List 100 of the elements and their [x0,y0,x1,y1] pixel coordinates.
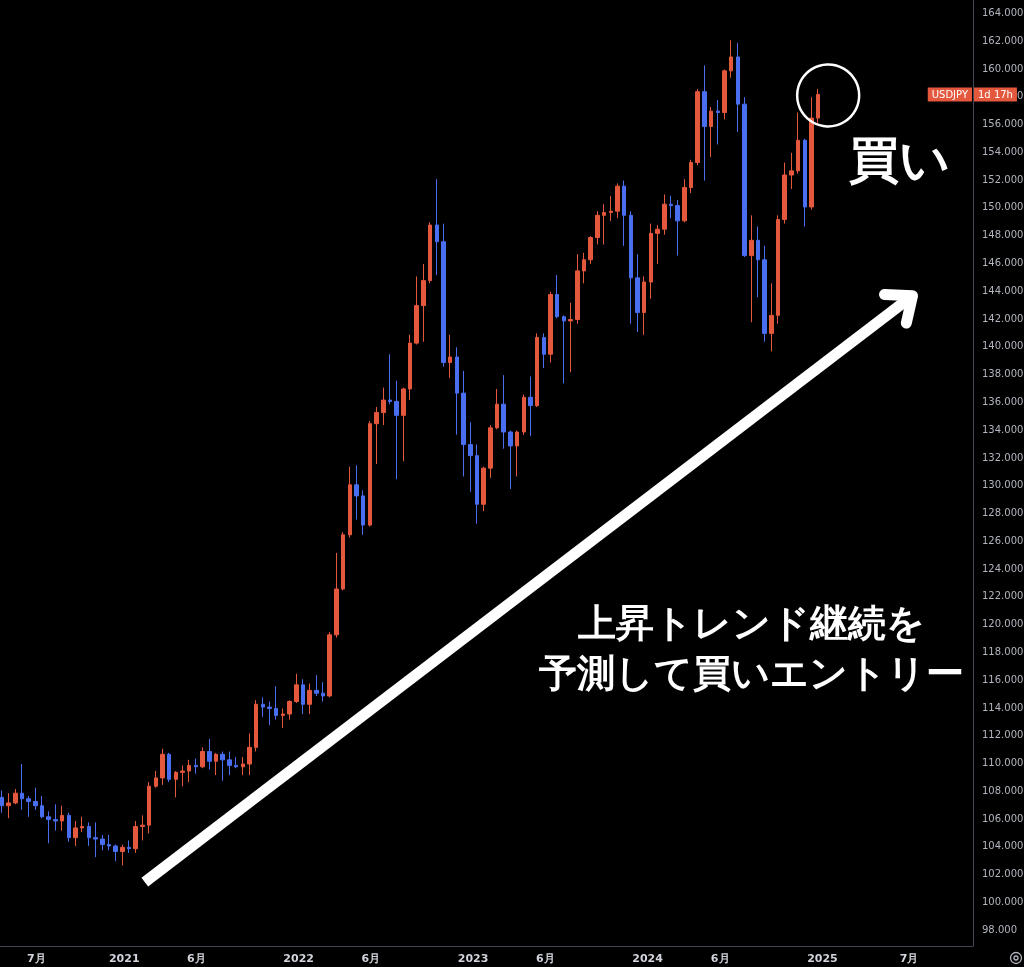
y-tick-label: 110.000 [982,757,1024,769]
y-tick-label: 120.000 [982,618,1024,630]
candlestick [649,223,653,300]
candlestick [214,752,218,776]
candlestick [154,770,158,789]
candlestick [167,752,171,783]
candlestick [46,810,51,844]
candlestick [716,99,720,145]
candlestick [782,162,787,225]
candlestick [468,421,473,493]
candlestick [515,430,519,477]
x-tick-label: 2025 [807,952,838,965]
candlestick [107,834,111,851]
candlestick [582,252,586,284]
y-tick-label: 130.000 [982,479,1024,491]
annotation: 上昇トレンド継続を [577,601,925,645]
candlestick [33,787,38,811]
candlestick [207,738,212,771]
candlestick [247,732,252,776]
x-tick-label: 7月 [899,952,919,965]
candlestick [655,224,660,265]
candlestick [220,751,225,782]
candlestick [682,178,687,223]
candlestick [60,805,64,832]
candlestick [281,707,285,729]
candlestick [803,138,807,227]
candlestick [481,466,486,512]
y-tick-label: 144.000 [982,284,1024,296]
candlestick [6,792,11,819]
candlestick [709,106,713,158]
candlestick [575,253,580,325]
y-tick-label: 150.000 [982,201,1024,213]
candlestick [301,678,305,715]
candlestick [187,759,191,783]
candlestick [629,210,633,325]
candlestick [461,370,466,477]
candlestick [448,334,452,379]
candlestick [528,375,533,437]
candlestick [736,42,740,133]
candlestick [662,193,667,236]
candlestick [180,764,185,787]
candlestick [87,821,91,847]
candlestick [374,406,379,465]
candlestick [100,834,105,851]
candlestick [294,673,299,704]
y-tick-label: 160.000 [982,62,1024,74]
candlestick [414,275,419,346]
x-tick-label: 7月 [26,952,46,965]
candlestick [615,182,620,219]
y-tick-label: 154.000 [982,145,1024,157]
y-tick-label: 156.000 [982,118,1024,130]
candlestick [234,756,238,769]
x-tick-label: 6月 [710,952,730,965]
candlestick [756,225,760,298]
candlestick [0,789,4,814]
candlestick [689,159,693,194]
y-tick-label: 138.000 [982,368,1024,380]
candlestick [200,746,205,769]
y-tick-label: 164.000 [982,7,1024,18]
candlestick [729,39,733,79]
candlestick [809,96,814,211]
candlestick [702,64,707,182]
candlestick [80,816,84,833]
candlestick [548,291,553,364]
candlestick [635,253,640,333]
y-tick-label: 122.000 [982,590,1024,602]
candlestick [73,820,78,847]
candlestick [40,795,44,819]
candlestick [287,699,292,721]
candlestick [261,696,265,718]
candlestick [522,394,526,436]
y-tick-label: 128.000 [982,507,1024,519]
candlestick [307,682,312,715]
candlestick [455,346,459,436]
x-tick-label: 2024 [632,952,664,965]
x-tick-label: 6月 [187,952,206,965]
candlestick [501,374,506,450]
y-tick-label: 134.000 [982,423,1024,435]
y-tick-label: 102.000 [982,868,1024,880]
x-tick-label: 6月 [535,952,555,965]
candlestick [495,388,499,430]
candlestick [327,631,332,698]
candlestick [796,112,800,175]
y-tick-label: 152.000 [982,173,1024,185]
candlestick [120,844,125,866]
candlestick [568,302,573,373]
y-tick-label: 126.000 [982,534,1024,546]
candlestick [722,68,727,120]
candlestick [555,274,559,319]
candlestick [475,444,479,525]
candlestick [394,380,399,480]
candlestick [762,245,767,343]
candlestick [241,756,245,776]
candlestick [348,466,352,539]
candlestick [354,464,359,521]
candlestick [595,210,600,245]
y-tick-label: 106.000 [982,812,1024,824]
annotation: 予測して買いエントリー [538,651,964,695]
x-tick-label: 2022 [283,952,314,965]
candlestick [776,214,780,325]
